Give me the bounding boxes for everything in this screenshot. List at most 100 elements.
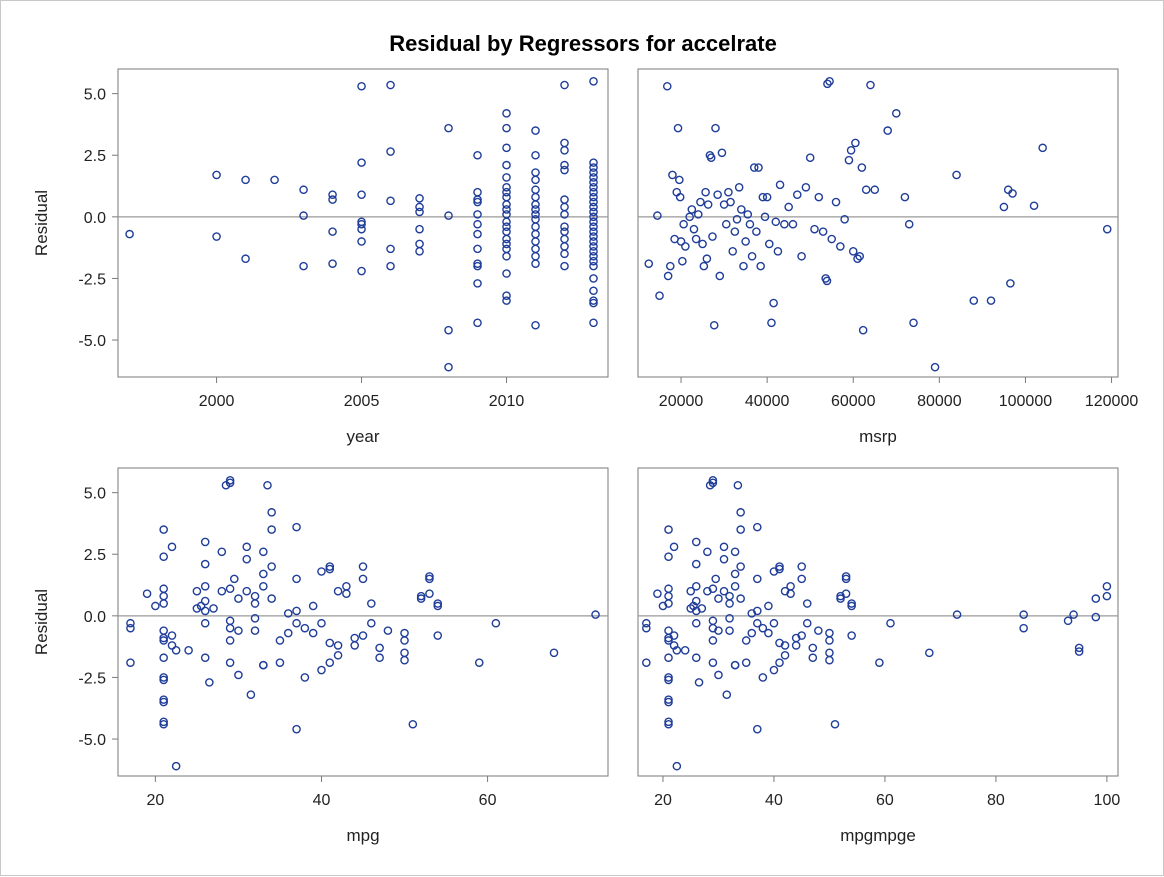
data-point	[730, 227, 740, 236]
y-tick-label: 2.5	[84, 547, 106, 564]
data-point	[589, 247, 598, 256]
data-point	[724, 187, 733, 197]
data-point	[502, 217, 511, 227]
data-point	[433, 601, 443, 611]
data-point	[736, 562, 745, 571]
data-point	[502, 291, 511, 300]
data-point	[425, 589, 434, 598]
data-point	[225, 658, 235, 667]
data-point	[1074, 643, 1084, 653]
data-point	[589, 274, 598, 283]
data-point	[242, 586, 252, 596]
y-tick-label: 5.0	[84, 87, 106, 104]
data-point	[861, 185, 871, 195]
data-point	[328, 190, 337, 199]
data-point	[653, 211, 662, 220]
data-point	[502, 187, 511, 197]
data-point	[234, 626, 243, 635]
data-point	[151, 601, 160, 611]
data-point	[708, 478, 718, 488]
data-point	[502, 239, 511, 249]
data-point	[333, 641, 343, 650]
data-point	[753, 618, 762, 628]
panel-msrp: 20000 40000 60000 80000 100000 120000 msrp	[637, 68, 1138, 446]
data-point	[664, 675, 673, 685]
data-point	[386, 147, 395, 156]
data-point	[886, 618, 895, 628]
data-point	[708, 476, 718, 485]
data-point	[904, 219, 914, 229]
data-point	[250, 599, 260, 608]
data-point	[698, 239, 707, 249]
data-point	[734, 182, 744, 192]
data-point	[858, 325, 868, 335]
data-point	[841, 572, 851, 581]
data-point	[775, 562, 784, 571]
data-point	[473, 210, 482, 219]
data-point	[502, 269, 511, 278]
data-point	[560, 222, 569, 231]
data-point	[444, 123, 453, 133]
x-tick-label: 40000	[745, 393, 790, 410]
data-point	[672, 761, 682, 771]
data-point	[126, 623, 135, 633]
data-point	[225, 636, 235, 645]
data-point	[589, 256, 598, 266]
data-point	[200, 618, 210, 628]
data-point	[745, 219, 755, 229]
data-point	[665, 261, 675, 271]
data-point	[891, 109, 901, 118]
data-point	[159, 673, 168, 682]
data-point	[200, 559, 210, 569]
data-point	[866, 80, 875, 90]
x-tick-label: 40	[765, 792, 783, 809]
data-point	[708, 658, 718, 667]
data-point	[851, 138, 860, 148]
data-point	[673, 123, 683, 133]
data-point	[531, 259, 540, 268]
data-point	[1038, 143, 1047, 153]
data-point	[1102, 224, 1112, 234]
data-point	[1006, 279, 1015, 288]
data-point	[743, 210, 753, 219]
data-point	[328, 259, 337, 268]
data-point	[708, 636, 718, 645]
data-point	[300, 673, 310, 682]
data-point	[708, 232, 717, 241]
data-point	[791, 641, 801, 650]
data-point	[691, 559, 701, 569]
data-point	[560, 261, 569, 271]
data-point	[784, 202, 793, 212]
data-point	[473, 195, 482, 204]
data-point	[681, 242, 690, 251]
data-point	[969, 296, 979, 305]
data-point	[719, 586, 729, 596]
x-tick-label: 60000	[831, 393, 876, 410]
chart-title: Residual by Regressors for accelrate	[389, 31, 777, 56]
data-point	[292, 574, 301, 584]
data-point	[217, 586, 227, 596]
data-point	[686, 586, 696, 596]
panel-year: 2000 2005 2010 year 5.0 2.5 0.0 -2.5 -5.0 Residua…	[32, 68, 609, 446]
data-point	[775, 180, 785, 190]
data-point	[589, 222, 598, 231]
data-point	[241, 254, 250, 264]
data-point	[802, 599, 812, 608]
data-point	[714, 626, 723, 635]
data-point	[589, 227, 598, 236]
data-point	[827, 234, 837, 244]
data-point	[999, 202, 1009, 212]
data-point	[589, 173, 598, 182]
data-point	[780, 650, 790, 660]
data-point	[444, 325, 453, 335]
data-point	[589, 158, 598, 167]
data-point	[758, 673, 768, 682]
data-point	[425, 572, 434, 581]
data-point	[209, 604, 218, 613]
data-point	[900, 192, 910, 202]
data-point	[730, 547, 740, 557]
data-point	[259, 581, 268, 591]
data-point	[775, 564, 784, 574]
data-point	[263, 480, 272, 490]
x-tick-label: 2005	[344, 393, 380, 410]
